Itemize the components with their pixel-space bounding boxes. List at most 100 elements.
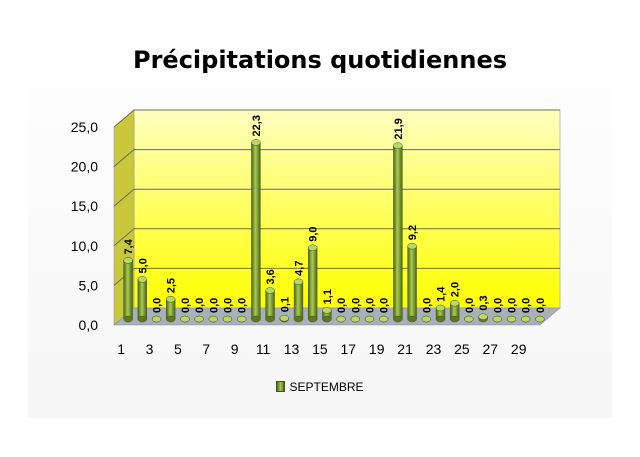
gridline: [113, 109, 560, 128]
bar-top: [492, 315, 502, 323]
bar-20: [393, 142, 403, 323]
data-label: 7,4: [123, 238, 135, 254]
bar-18: [364, 315, 375, 323]
x-tick-label: 21: [397, 341, 413, 357]
bar-21: [407, 242, 417, 323]
bar-top: [364, 315, 375, 323]
data-label: 3,6: [265, 269, 277, 284]
bar-27: [492, 315, 502, 323]
x-tick-label: 23: [426, 341, 442, 357]
bar-top: [521, 315, 531, 323]
legend: SEPTEMBRE: [0, 380, 640, 394]
bar-base: [308, 315, 318, 323]
x-tick-label: 3: [146, 341, 154, 357]
bar-top: [393, 142, 403, 149]
bar-top: [336, 315, 346, 323]
bar-top: [123, 257, 133, 264]
bar-top: [208, 315, 218, 323]
bar-23: [435, 304, 446, 323]
data-label: 0,0: [152, 298, 164, 313]
x-tick-label: 27: [483, 341, 499, 357]
data-label: 0,0: [208, 298, 220, 313]
bar-top: [308, 244, 318, 252]
bar-base: [450, 315, 460, 323]
bar-top: [151, 315, 162, 323]
data-label: 0,0: [421, 298, 433, 313]
data-label: 21,9: [393, 118, 405, 139]
data-label: 1,1: [322, 289, 334, 304]
bar-top: [478, 313, 488, 320]
bar-top: [506, 315, 517, 323]
bar-body: [123, 260, 133, 320]
bar-top: [194, 315, 204, 323]
bar-base: [251, 315, 261, 323]
bar-top: [407, 242, 417, 250]
bar-4: [166, 296, 176, 323]
data-label: 0,0: [464, 298, 476, 313]
bar-top: [251, 139, 261, 146]
y-tick-label: 0,0: [79, 317, 99, 333]
gridline: [113, 228, 560, 247]
data-label: 0,0: [521, 298, 533, 313]
bar-base: [293, 315, 304, 323]
data-label: 0,3: [478, 295, 490, 310]
bar-base: [137, 315, 147, 323]
bar-15: [322, 307, 332, 323]
chart-title: Précipitations quotidiennes: [132, 46, 507, 74]
data-label: 0,0: [379, 298, 391, 313]
bar-5: [180, 315, 190, 323]
gridline: [113, 267, 560, 286]
bar-29: [521, 315, 531, 323]
bar-top: [293, 278, 304, 286]
bar-top: [222, 315, 233, 323]
data-label: 2,5: [166, 278, 178, 293]
bar-13: [293, 278, 304, 323]
data-label: 0,0: [350, 298, 362, 313]
bar-10: [251, 139, 261, 323]
bar-top: [450, 299, 460, 307]
bar-base: [123, 315, 133, 323]
bar-top: [237, 315, 247, 323]
bar-12: [279, 315, 289, 323]
bar-16: [336, 315, 346, 323]
data-label: 0,0: [237, 298, 249, 313]
bar-2: [137, 276, 147, 323]
bar-top: [180, 315, 190, 323]
data-label: 4,7: [294, 261, 306, 276]
bar-top: [322, 307, 332, 314]
bar-base: [407, 315, 417, 323]
data-label: 0,0: [336, 298, 348, 313]
bar-top: [535, 315, 545, 323]
bar-body: [393, 145, 403, 320]
legend-swatch: [276, 381, 286, 392]
bar-25: [464, 315, 474, 323]
gridline: [113, 188, 560, 207]
bar-top: [464, 315, 474, 323]
bar-top: [379, 315, 389, 323]
bar-top: [265, 287, 275, 294]
bar-9: [237, 315, 247, 323]
data-label: 0,0: [365, 298, 377, 313]
data-label: 9,2: [407, 225, 419, 240]
bar-1: [123, 257, 133, 323]
bar-17: [350, 315, 360, 323]
y-tick-label: 15,0: [71, 198, 98, 214]
data-label: 0,0: [535, 298, 547, 313]
bar-base: [265, 315, 275, 323]
legend-label: SEPTEMBRE: [289, 380, 364, 394]
bar-top: [166, 296, 176, 303]
bar-7: [208, 315, 218, 323]
x-tick-label: 7: [202, 341, 210, 357]
bar-base: [322, 315, 332, 323]
data-label: 9,0: [308, 226, 320, 241]
bar-11: [265, 287, 275, 323]
bar-19: [379, 315, 389, 323]
y-tick-label: 25,0: [71, 119, 98, 135]
bar-body: [407, 245, 417, 320]
y-tick-label: 20,0: [71, 159, 98, 175]
gridline: [113, 149, 560, 167]
y-tick-label: 5,0: [79, 277, 99, 293]
bar-top: [421, 315, 431, 323]
back-wall: [133, 109, 561, 309]
